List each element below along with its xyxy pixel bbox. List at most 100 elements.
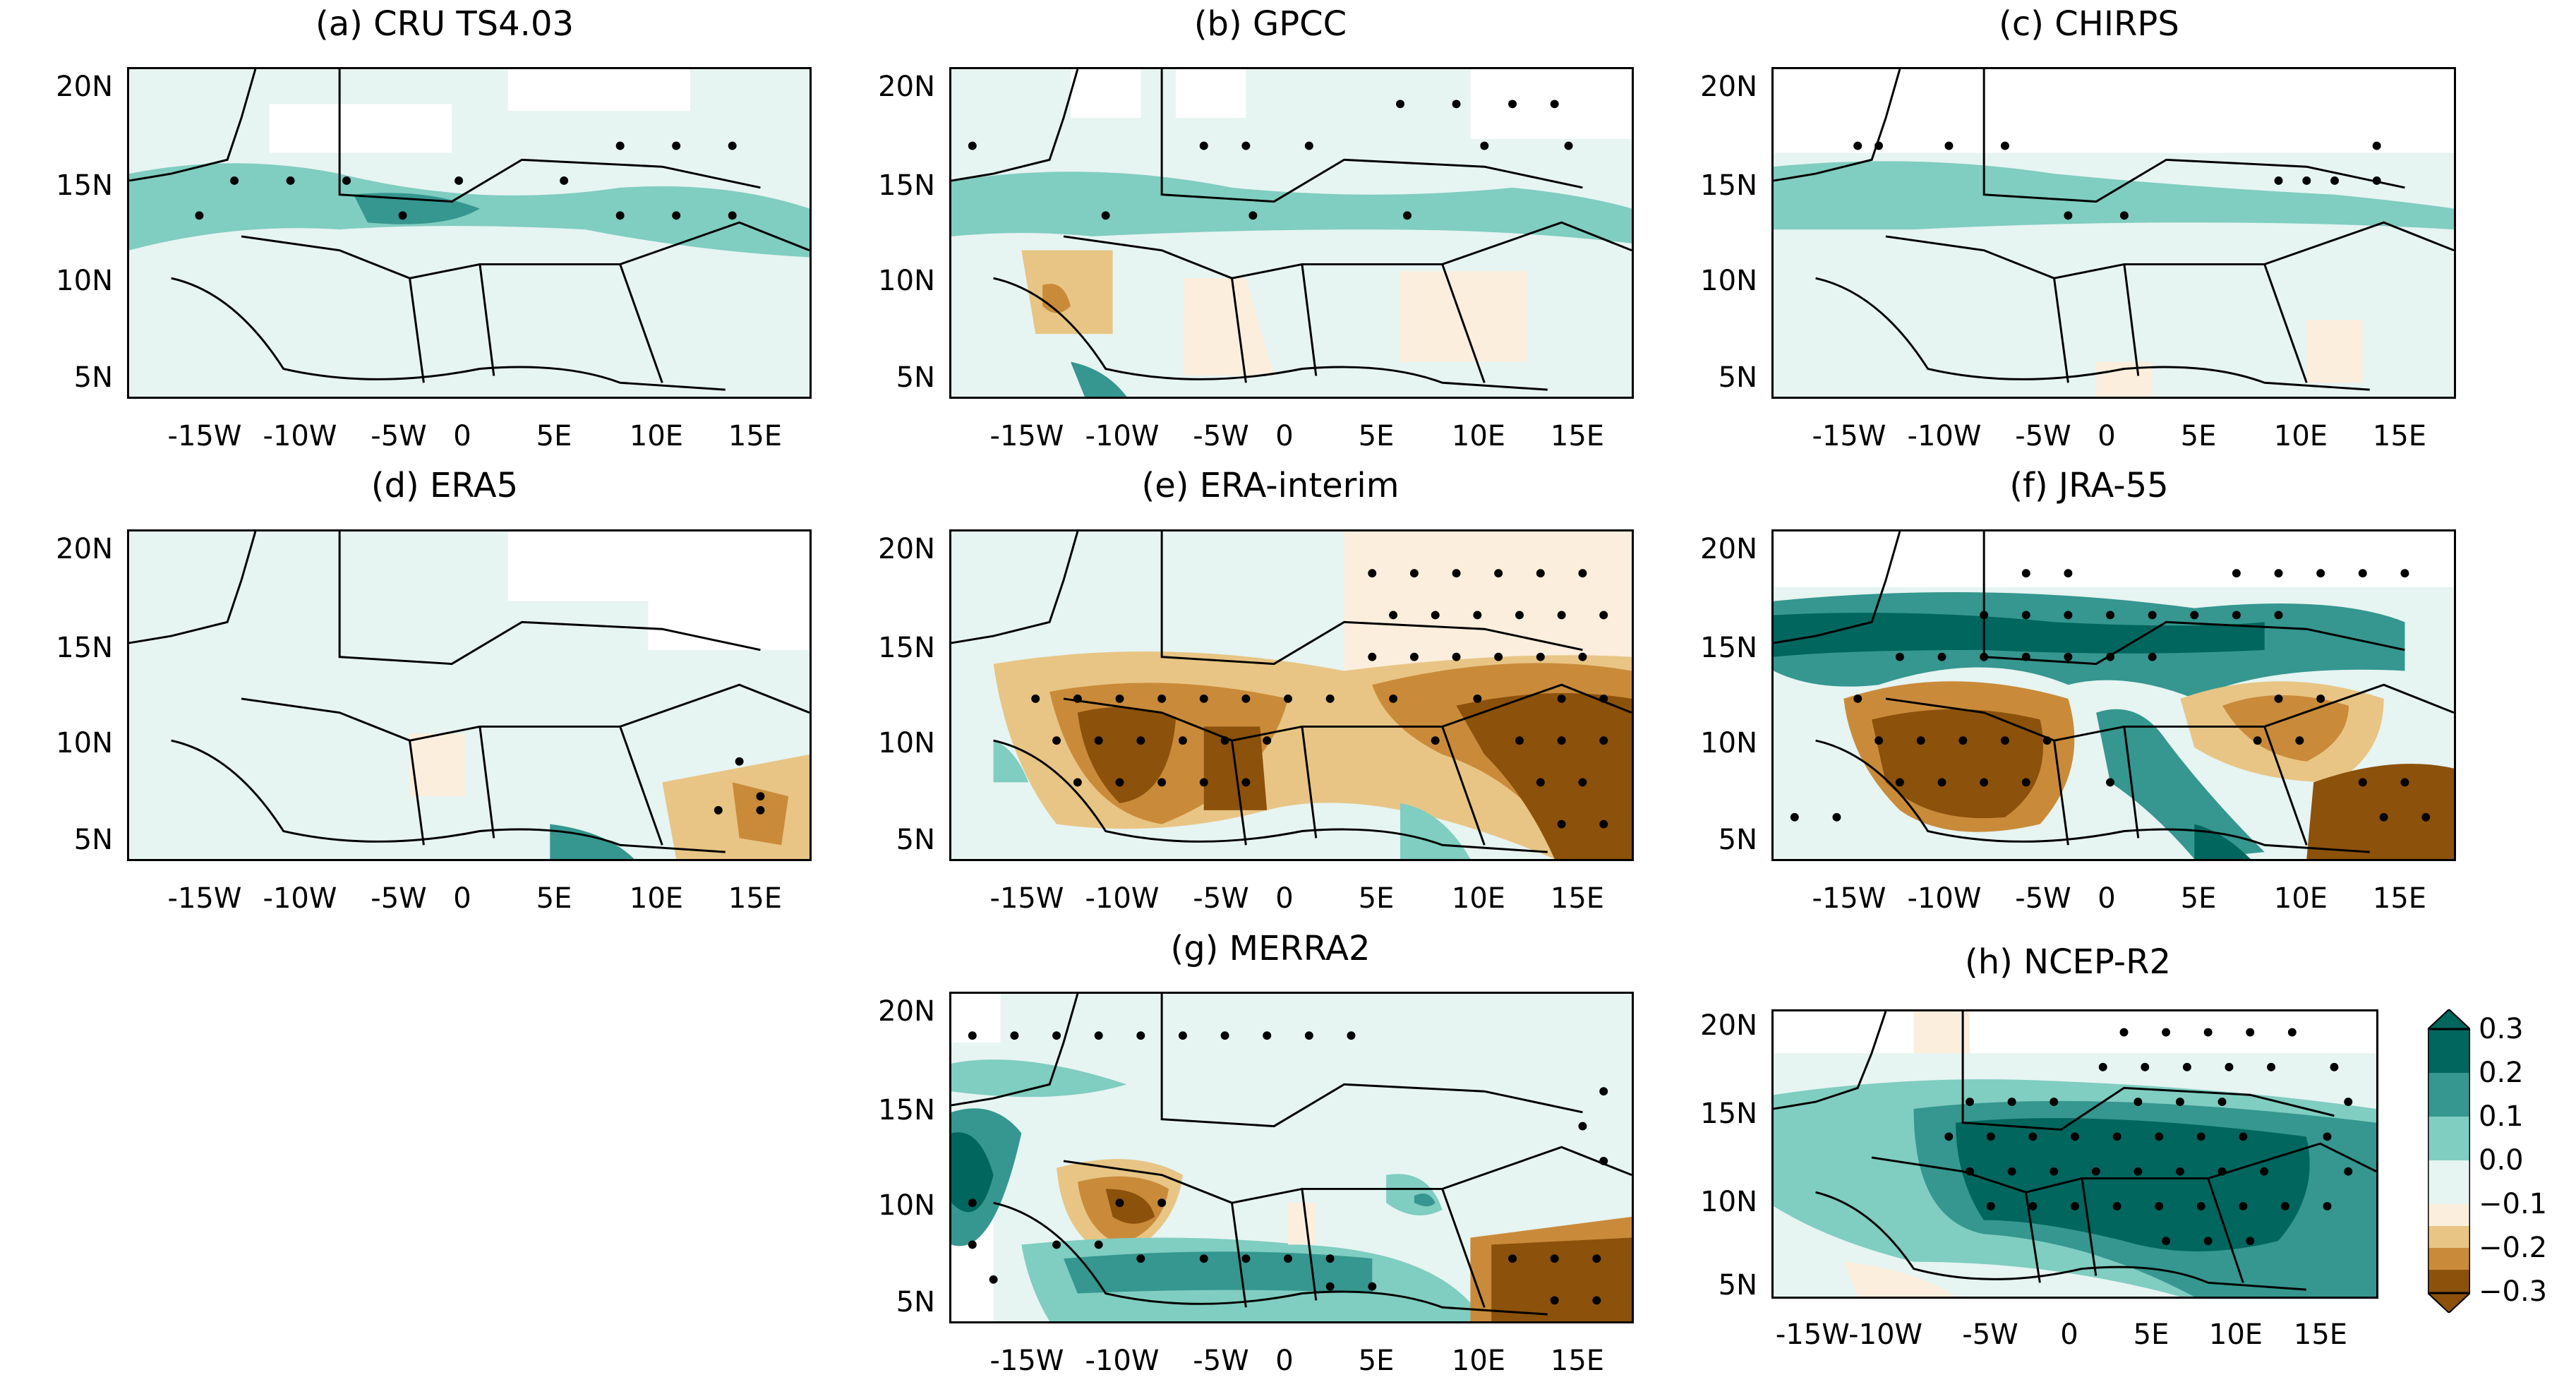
lon-label: 15E xyxy=(2372,882,2427,915)
colorbar-tick-label: −0.2 xyxy=(2479,1232,2548,1264)
lon-label: -10W xyxy=(263,882,337,915)
lat-label: 20N xyxy=(878,71,935,103)
lat-label: 5N xyxy=(73,361,113,394)
lon-label: 10E xyxy=(2273,882,2328,915)
lon-label: -5W xyxy=(371,882,427,915)
lon-label: 0 xyxy=(1275,1345,1294,1377)
lon-label: -10W xyxy=(1907,882,1982,915)
lat-label: 20N xyxy=(1700,533,1757,565)
lon-label: -10W xyxy=(1085,420,1160,452)
map-panel-g xyxy=(949,992,1634,1323)
lon-label: -15W xyxy=(167,420,242,452)
lon-label: -5W xyxy=(2015,420,2071,452)
lon-label: -10W xyxy=(263,420,337,452)
lon-label: 5E xyxy=(536,420,572,452)
map-graphic xyxy=(951,531,1632,859)
lon-label: 10E xyxy=(629,420,684,452)
lon-label: 5E xyxy=(1358,1345,1395,1377)
colorbar-segment xyxy=(2428,1073,2470,1117)
lat-label: 20N xyxy=(1700,71,1757,103)
lat-label: 15N xyxy=(1700,169,1757,202)
lon-label: 10E xyxy=(1451,420,1506,452)
lat-label: 10N xyxy=(1700,1186,1757,1218)
lat-label: 15N xyxy=(878,632,935,664)
panel-title: (e) ERA-interim xyxy=(1141,466,1400,505)
lon-label: -15W xyxy=(167,882,242,915)
lat-label: 15N xyxy=(56,632,113,664)
lon-label: 5E xyxy=(2180,882,2217,915)
lat-label: 5N xyxy=(73,824,113,856)
lon-label: -15W xyxy=(989,420,1064,452)
lon-label: 0 xyxy=(1275,420,1294,452)
lon-label: -15W xyxy=(989,882,1064,915)
map-graphic xyxy=(1774,69,2454,397)
panel-title: (b) GPCC xyxy=(1193,4,1347,44)
colorbar-top-arrow xyxy=(2426,1008,2472,1030)
lon-label: 15E xyxy=(728,420,783,452)
map-panel-f xyxy=(1771,529,2456,861)
lon-label: -5W xyxy=(371,420,427,452)
colorbar-segment xyxy=(2428,1270,2470,1293)
lon-label: 5E xyxy=(1358,420,1395,452)
lat-label: 15N xyxy=(1700,632,1757,664)
lat-label: 20N xyxy=(56,71,113,103)
lon-label: 0 xyxy=(453,420,471,452)
lon-label: -10W xyxy=(1085,1345,1160,1377)
lon-label: 0 xyxy=(2097,882,2116,915)
lat-label: 15N xyxy=(878,169,935,202)
lon-label: -5W xyxy=(1193,882,1249,915)
lat-label: 10N xyxy=(878,265,935,297)
lon-label: -15W xyxy=(1812,420,1886,452)
lat-label: 20N xyxy=(878,533,935,565)
colorbar-tick-label: 0.3 xyxy=(2479,1013,2524,1045)
colorbar-segment xyxy=(2428,1029,2470,1073)
lat-label: 10N xyxy=(878,1189,935,1222)
lon-label: 10E xyxy=(1451,882,1506,915)
colorbar-segment xyxy=(2428,1204,2470,1226)
panel-title: (h) NCEP-R2 xyxy=(1965,942,2171,982)
lat-label: 10N xyxy=(56,727,113,759)
lat-label: 15N xyxy=(56,169,113,202)
lon-label: 0 xyxy=(453,882,471,915)
colorbar-segment xyxy=(2428,1160,2470,1204)
lon-label: 10E xyxy=(2208,1318,2263,1351)
colorbar-segment xyxy=(2428,1248,2470,1270)
map-panel-a xyxy=(127,67,812,399)
lat-label: 10N xyxy=(1700,727,1757,759)
lat-label: 15N xyxy=(878,1094,935,1126)
map-panel-b xyxy=(949,67,1634,399)
lat-label: 20N xyxy=(56,533,113,565)
panel-title: (d) ERA5 xyxy=(371,466,519,505)
lon-label: 15E xyxy=(1550,420,1605,452)
lon-label: -5W xyxy=(1193,1345,1249,1377)
lon-label: 0 xyxy=(2097,420,2116,452)
lon-label: 15E xyxy=(1550,1345,1605,1377)
lat-label: 5N xyxy=(896,824,935,856)
colorbar-graphic xyxy=(2426,1008,2472,1314)
lon-label: 10E xyxy=(1451,1345,1506,1377)
map-graphic xyxy=(951,69,1632,397)
lon-label: 10E xyxy=(629,882,684,915)
colorbar-bottom-arrow xyxy=(2426,1292,2472,1314)
lon-label: 5E xyxy=(2133,1318,2169,1351)
map-panel-h xyxy=(1771,1009,2378,1299)
lon-label: 5E xyxy=(1358,882,1395,915)
map-panel-d xyxy=(127,529,812,861)
lon-label: -15W xyxy=(1812,882,1886,915)
colorbar-tick-label: 0.0 xyxy=(2479,1144,2524,1177)
panel-title: (c) CHIRPS xyxy=(1999,4,2179,44)
lat-label: 5N xyxy=(1718,824,1757,856)
lon-label: 15E xyxy=(728,882,783,915)
lon-label: 0 xyxy=(1275,882,1294,915)
colorbar-segment xyxy=(2428,1117,2470,1160)
lon-label: 15E xyxy=(2372,420,2427,452)
map-graphic xyxy=(129,69,809,397)
map-graphic xyxy=(129,531,809,859)
map-graphic xyxy=(951,994,1632,1321)
lon-label: 5E xyxy=(2180,420,2217,452)
lat-label: 15N xyxy=(1700,1098,1757,1130)
colorbar-segment xyxy=(2428,1226,2470,1248)
map-graphic xyxy=(1774,1011,2376,1297)
lon-label: 0 xyxy=(2060,1318,2078,1351)
lat-label: 5N xyxy=(1718,1269,1757,1302)
